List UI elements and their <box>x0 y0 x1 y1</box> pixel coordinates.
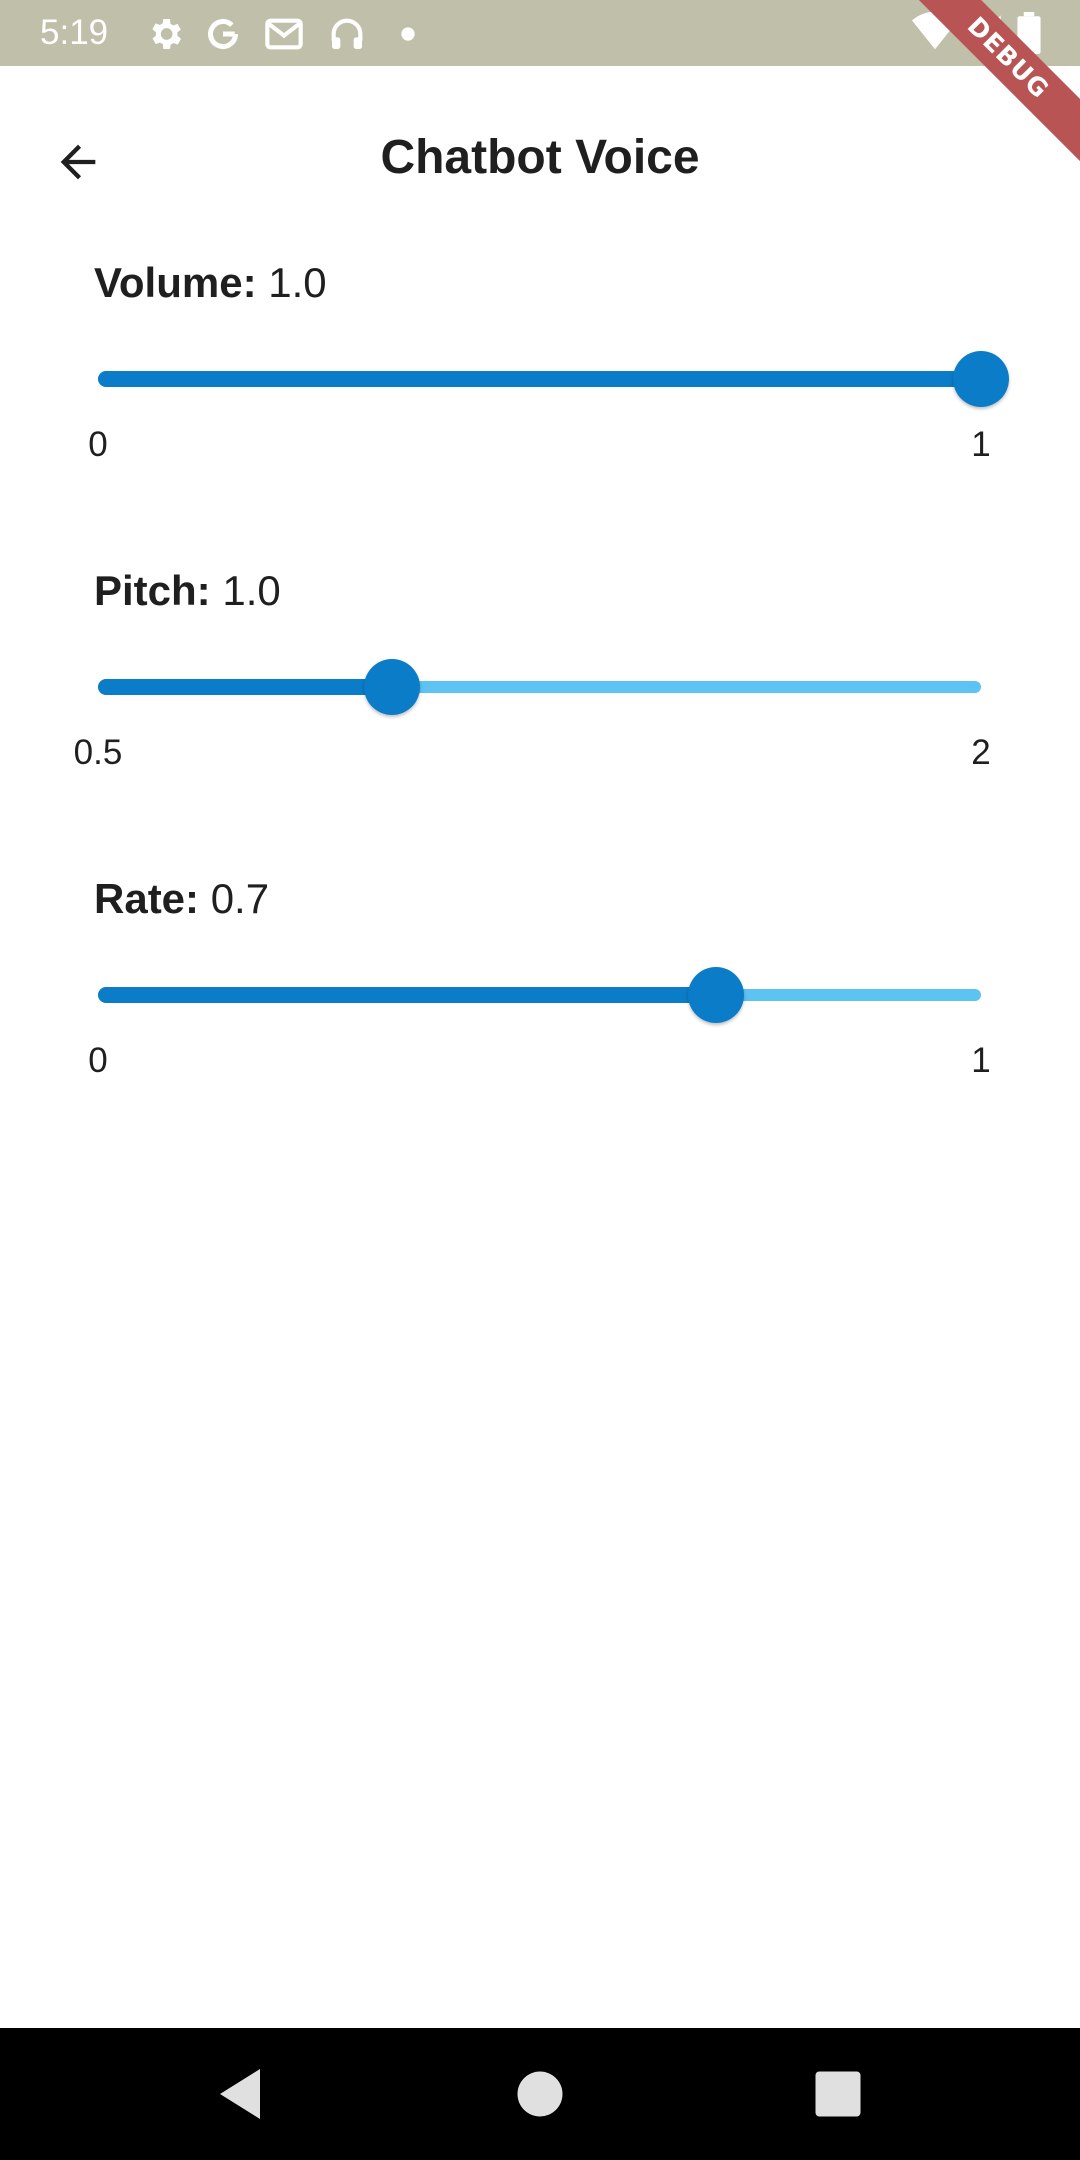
status-time: 5:19 <box>40 13 109 52</box>
pitch-setting: Pitch: 1.0 0.5 2 <box>0 563 1080 843</box>
pitch-value: 1.0 <box>222 567 281 614</box>
rate-value: 0.7 <box>210 875 270 922</box>
google-icon <box>208 19 238 49</box>
volume-slider[interactable] <box>98 349 1009 409</box>
rate-label: Rate: 0.7 <box>94 871 269 927</box>
arrow-back-icon <box>60 144 96 180</box>
headphones-icon <box>331 18 363 49</box>
status-bar: 5:19 <box>0 0 1080 66</box>
volume-label-name: Volume: <box>94 259 257 306</box>
navigation-bar <box>0 2028 1080 2160</box>
pitch-slider[interactable] <box>98 657 981 717</box>
rate-min-label: 0 <box>88 1041 108 1080</box>
pitch-label-name: Pitch: <box>94 567 211 614</box>
volume-slider-thumb[interactable] <box>953 351 1009 407</box>
rate-max-label: 1 <box>971 1041 991 1080</box>
gmail-icon <box>265 18 303 50</box>
volume-label: Volume: 1.0 <box>94 255 327 311</box>
volume-min-label: 0 <box>88 425 108 464</box>
pitch-track-active <box>98 679 393 695</box>
pitch-label: Pitch: 1.0 <box>94 563 281 619</box>
rate-track-active <box>98 987 717 1003</box>
back-triangle-icon[interactable] <box>210 2064 270 2124</box>
pitch-min-label: 0.5 <box>73 733 123 772</box>
volume-track-active <box>98 371 981 387</box>
back-button[interactable] <box>30 114 126 210</box>
page-title: Chatbot Voice <box>380 131 700 184</box>
settings-icon <box>152 19 181 49</box>
dot-icon <box>401 27 415 41</box>
pitch-max-label: 2 <box>971 733 991 772</box>
rate-label-name: Rate: <box>94 875 200 922</box>
volume-value: 1.0 <box>268 259 327 306</box>
home-circle-icon[interactable] <box>510 2064 570 2124</box>
volume-max-label: 1 <box>971 425 991 464</box>
rate-setting: Rate: 0.7 0 1 <box>0 871 1080 1151</box>
rate-slider[interactable] <box>98 965 981 1025</box>
recents-square-icon[interactable] <box>808 2064 868 2124</box>
pitch-slider-thumb[interactable] <box>364 659 421 715</box>
volume-setting: Volume: 1.0 0 1 <box>0 255 1080 535</box>
rate-slider-thumb[interactable] <box>688 967 745 1023</box>
app-bar: Chatbot Voice <box>0 66 1080 220</box>
